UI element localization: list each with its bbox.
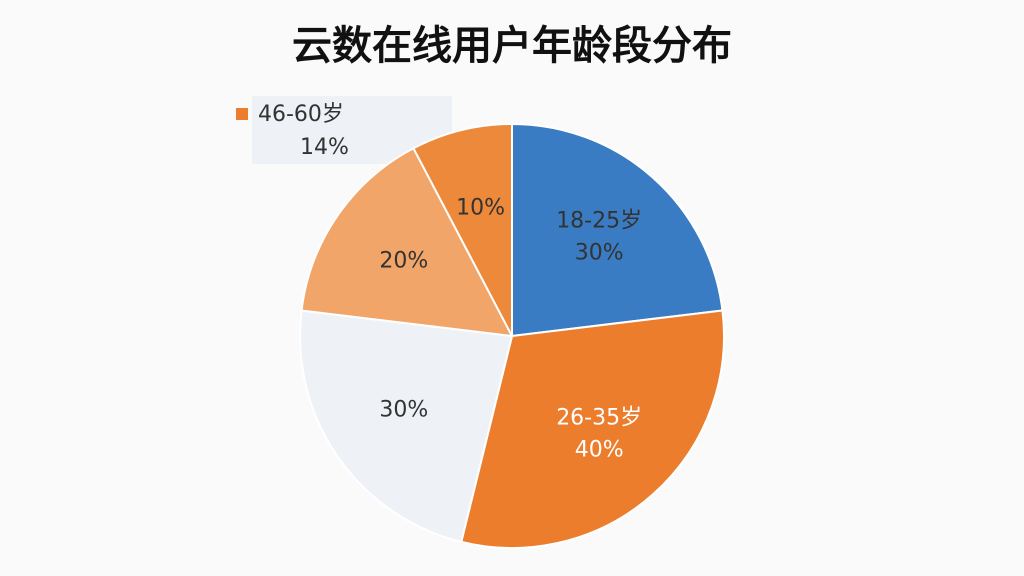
slice-value-label: 20%	[379, 248, 428, 273]
pie-slice	[300, 146, 514, 338]
pie-slice	[299, 309, 514, 544]
note-swatch	[236, 108, 248, 120]
slice-value-label: 30%	[379, 398, 428, 423]
slice-value-label: 30%	[575, 241, 624, 266]
pie-slice	[412, 122, 513, 337]
pie-slice	[460, 309, 725, 549]
slice-category: 18-25岁	[556, 209, 642, 234]
slice-value-label: 40%	[575, 437, 624, 462]
note-text: 14%	[300, 135, 349, 160]
slice-category: 26-35岁	[556, 405, 642, 430]
chart-title: 云数在线用户年龄段分布	[292, 23, 732, 69]
slice-value-label: 10%	[456, 195, 505, 220]
note-text: 46-60岁	[258, 102, 344, 127]
pie-slice	[511, 122, 724, 338]
